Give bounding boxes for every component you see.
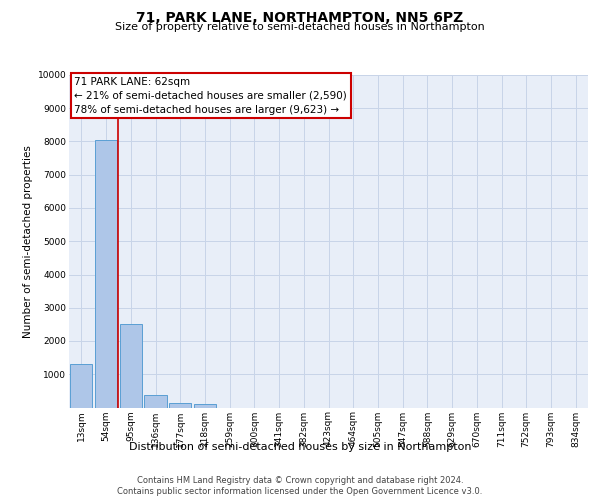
Bar [145, 394, 167, 407]
Text: Contains HM Land Registry data © Crown copyright and database right 2024.: Contains HM Land Registry data © Crown c… [137, 476, 463, 485]
Text: 71 PARK LANE: 62sqm
← 21% of semi-detached houses are smaller (2,590)
78% of sem: 71 PARK LANE: 62sqm ← 21% of semi-detach… [74, 76, 347, 114]
Text: Distribution of semi-detached houses by size in Northampton: Distribution of semi-detached houses by … [129, 442, 471, 452]
Text: Size of property relative to semi-detached houses in Northampton: Size of property relative to semi-detach… [115, 22, 485, 32]
Bar [70, 364, 92, 408]
Bar [169, 403, 191, 407]
Text: Contains public sector information licensed under the Open Government Licence v3: Contains public sector information licen… [118, 487, 482, 496]
Text: 71, PARK LANE, NORTHAMPTON, NN5 6PZ: 71, PARK LANE, NORTHAMPTON, NN5 6PZ [136, 11, 464, 25]
Y-axis label: Number of semi-detached properties: Number of semi-detached properties [23, 145, 34, 338]
Bar [194, 404, 216, 407]
Bar [119, 324, 142, 407]
Bar [95, 140, 117, 407]
